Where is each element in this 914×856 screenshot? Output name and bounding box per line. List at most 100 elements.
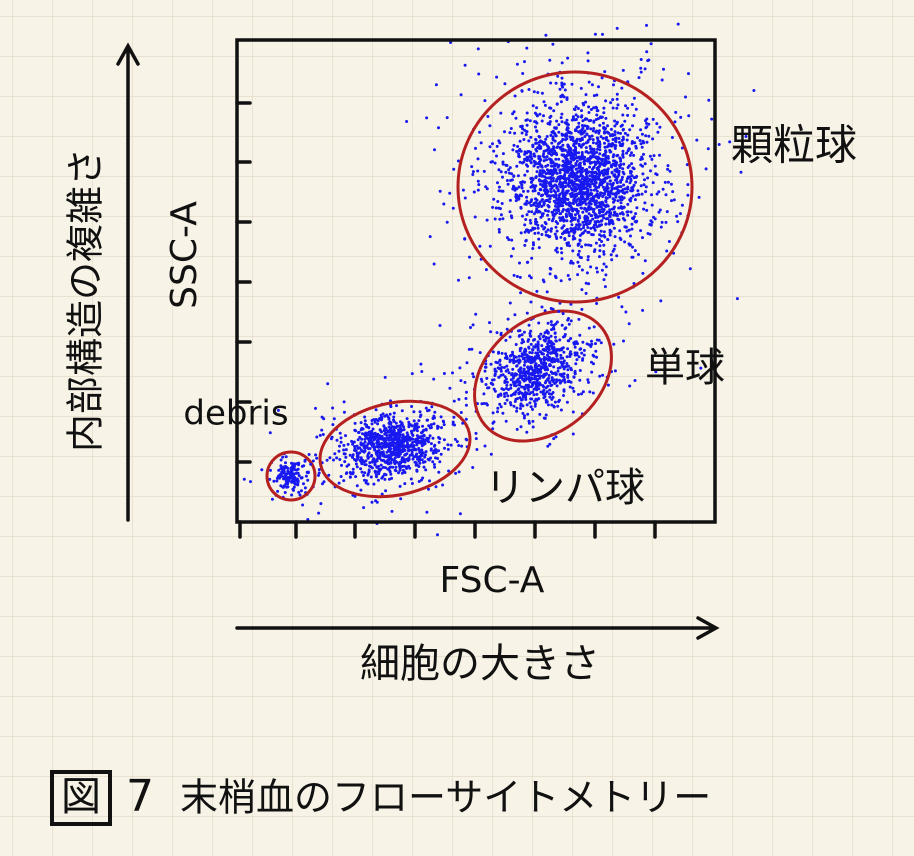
event xyxy=(554,157,558,161)
event xyxy=(402,464,406,468)
event xyxy=(546,403,550,407)
event xyxy=(629,171,633,175)
event xyxy=(407,444,411,448)
event xyxy=(376,422,380,426)
event xyxy=(493,369,497,373)
event xyxy=(491,142,494,146)
event xyxy=(424,427,428,431)
event xyxy=(586,258,590,262)
event xyxy=(600,268,604,272)
event xyxy=(643,67,647,71)
event xyxy=(607,190,611,194)
event xyxy=(594,155,597,159)
event xyxy=(572,152,576,156)
event xyxy=(661,187,665,191)
event xyxy=(615,170,619,174)
event xyxy=(512,404,516,408)
event xyxy=(345,464,349,468)
event xyxy=(620,305,624,309)
event xyxy=(496,410,499,414)
event xyxy=(739,170,743,174)
event xyxy=(577,393,580,396)
event xyxy=(554,349,558,353)
event xyxy=(664,220,668,224)
event xyxy=(538,202,542,206)
event xyxy=(597,196,601,200)
event xyxy=(640,157,644,161)
event xyxy=(314,453,318,457)
event xyxy=(394,465,398,469)
event xyxy=(306,478,310,482)
x-description: 細胞の大きさ xyxy=(360,641,600,687)
event xyxy=(615,92,619,96)
event xyxy=(640,145,644,149)
event xyxy=(458,512,462,516)
event xyxy=(544,413,548,417)
event xyxy=(560,83,564,87)
event xyxy=(468,255,471,259)
event xyxy=(387,446,391,450)
event xyxy=(411,457,415,461)
event xyxy=(590,342,594,346)
event xyxy=(526,358,530,361)
event xyxy=(413,426,417,430)
event xyxy=(583,135,587,138)
event xyxy=(561,137,565,141)
event xyxy=(424,468,428,472)
event xyxy=(611,162,615,166)
event xyxy=(601,213,605,217)
event xyxy=(433,443,437,447)
event xyxy=(425,418,429,422)
event xyxy=(446,447,450,451)
event xyxy=(515,359,519,363)
event xyxy=(527,345,531,349)
event xyxy=(582,226,585,230)
event xyxy=(610,171,614,175)
event xyxy=(387,438,391,442)
event xyxy=(373,462,377,466)
event xyxy=(588,174,592,178)
event xyxy=(584,207,588,211)
event xyxy=(563,333,567,336)
event xyxy=(515,164,519,168)
event xyxy=(599,181,603,185)
event xyxy=(621,155,625,159)
event xyxy=(520,89,524,93)
event xyxy=(576,183,580,187)
event xyxy=(684,95,687,99)
event xyxy=(572,202,575,206)
event xyxy=(497,228,501,231)
event xyxy=(393,436,397,440)
event xyxy=(592,106,596,110)
event xyxy=(503,82,507,86)
event xyxy=(520,354,524,358)
event xyxy=(351,472,355,476)
event xyxy=(565,134,569,138)
event xyxy=(549,180,553,183)
event xyxy=(633,198,637,202)
event xyxy=(370,500,374,504)
event xyxy=(616,199,620,203)
event xyxy=(524,133,528,136)
event xyxy=(484,402,488,406)
event xyxy=(525,111,529,115)
gate xyxy=(473,309,613,443)
event xyxy=(604,273,608,277)
event xyxy=(565,215,568,219)
event xyxy=(485,376,489,380)
event xyxy=(560,323,564,327)
event xyxy=(508,198,512,202)
event xyxy=(417,441,421,445)
event xyxy=(491,205,495,209)
event xyxy=(571,249,575,253)
event xyxy=(608,233,612,237)
event xyxy=(515,62,519,66)
event xyxy=(540,212,544,216)
event xyxy=(605,210,609,214)
event xyxy=(630,227,634,231)
event xyxy=(471,372,475,376)
event xyxy=(545,158,548,162)
event xyxy=(567,174,571,178)
event xyxy=(571,234,575,238)
event xyxy=(538,368,542,372)
